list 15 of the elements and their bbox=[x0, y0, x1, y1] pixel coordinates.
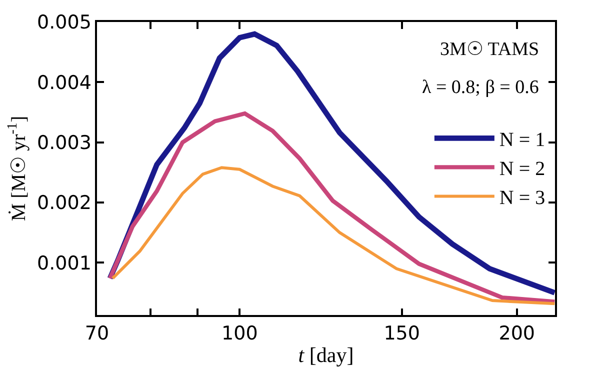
x-tick-label: 150 bbox=[384, 322, 420, 345]
x-axis-title: t [day] bbox=[298, 343, 354, 368]
y-tick-label: 0.003 bbox=[37, 132, 92, 154]
legend-label: N = 1 bbox=[499, 128, 546, 151]
annotation: 3M☉ TAMS bbox=[440, 39, 540, 60]
legend-label: N = 2 bbox=[499, 158, 546, 180]
y-tick-label: 0.002 bbox=[37, 192, 92, 214]
legend-label: N = 3 bbox=[499, 186, 546, 209]
y-tick-label: 0.001 bbox=[37, 252, 92, 274]
y-tick-label: 0.005 bbox=[37, 12, 92, 34]
x-tick-label: 100 bbox=[222, 322, 258, 345]
x-tick-label: 70 bbox=[84, 322, 110, 345]
y-tick-label: 0.004 bbox=[37, 72, 92, 94]
annotation: λ = 0.8; β = 0.6 bbox=[422, 77, 539, 98]
x-tick-label: 200 bbox=[498, 322, 536, 345]
